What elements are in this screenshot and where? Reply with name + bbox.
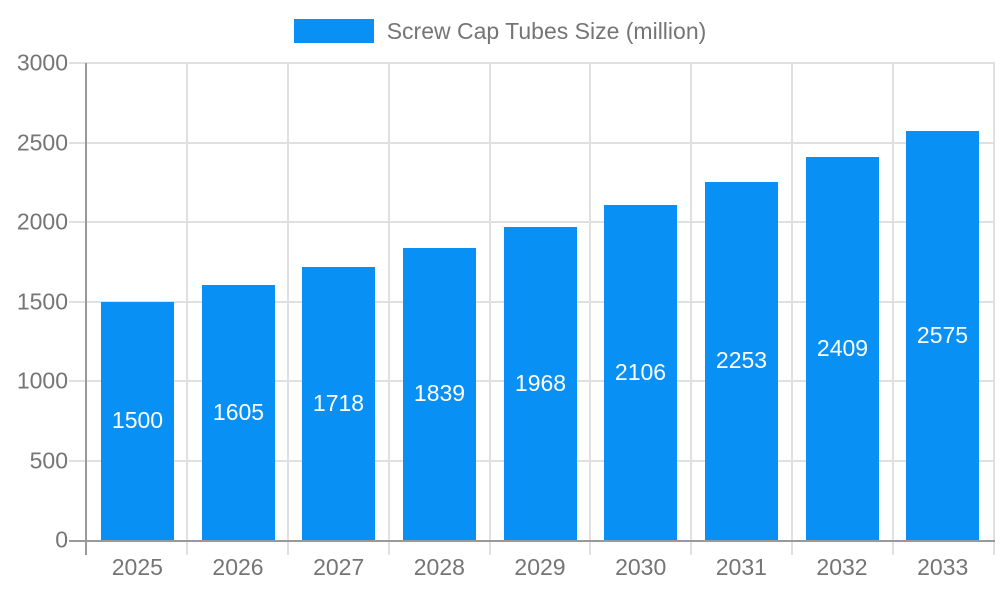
x-tick-label: 2029 (514, 554, 566, 580)
vertical-gridline (892, 63, 894, 555)
x-tick-label: 2030 (615, 554, 667, 580)
bar-value-label: 1968 (514, 370, 567, 397)
y-tick-label: 0 (55, 526, 68, 553)
horizontal-gridline (69, 141, 995, 144)
x-tick-label: 2026 (212, 554, 264, 580)
vertical-gridline (791, 63, 793, 555)
x-tick-label: 2028 (413, 554, 465, 580)
y-axis-labels: 0 500 1000 1500 2000 2500 3000 (0, 50, 68, 553)
vertical-gridline (589, 63, 591, 555)
bar[interactable]: 1968 (504, 227, 577, 540)
bar[interactable]: 2253 (705, 181, 778, 540)
x-axis-labels: 2025 2026 2027 2028 2029 2030 2031 2032 2033 (87, 554, 993, 594)
y-tick-label: 2500 (16, 129, 68, 155)
bar-value-label: 1718 (312, 389, 365, 416)
x-axis-line (69, 540, 995, 542)
bar-value-label: 2575 (916, 321, 969, 348)
horizontal-gridline (69, 62, 995, 64)
bar[interactable]: 1718 (302, 266, 375, 540)
x-tick-label: 2032 (816, 554, 868, 580)
x-tick-label: 2025 (111, 554, 163, 580)
legend[interactable]: Screw Cap Tubes Size (million) (0, 0, 1000, 62)
bar-value-label: 1605 (212, 398, 265, 425)
vertical-gridline (287, 63, 289, 555)
bar-value-label: 2106 (614, 359, 667, 386)
y-tick-label: 2000 (16, 208, 68, 235)
bar[interactable]: 2575 (906, 130, 979, 540)
bar-value-label: 1839 (413, 380, 466, 407)
y-axis-line (85, 63, 87, 555)
bar[interactable]: 1500 (101, 301, 174, 540)
y-tick-label: 1500 (16, 288, 68, 314)
bar[interactable]: 1839 (403, 247, 476, 540)
x-tick-label: 2027 (313, 554, 365, 580)
legend-swatch-icon (293, 19, 374, 43)
vertical-gridline (489, 63, 491, 555)
x-tick-label: 2031 (715, 554, 767, 580)
bar[interactable]: 2106 (604, 205, 677, 540)
bar[interactable]: 2409 (806, 156, 879, 540)
bar-value-label: 2409 (816, 334, 869, 361)
horizontal-gridline (69, 221, 995, 223)
vertical-gridline (186, 63, 188, 555)
vertical-gridline (993, 63, 995, 555)
y-tick-label: 500 (29, 447, 68, 473)
x-tick-label: 2033 (917, 554, 969, 580)
bar-value-label: 1500 (111, 407, 164, 434)
bar-value-label: 2253 (715, 347, 768, 374)
legend-label: Screw Cap Tubes Size (million) (386, 17, 707, 44)
y-tick-label: 1000 (16, 367, 68, 394)
vertical-gridline (388, 63, 390, 555)
bar[interactable]: 1605 (202, 284, 275, 540)
y-tick-label: 3000 (16, 49, 68, 76)
plot-area: 1500 1605 1718 1839 1968 2106 2253 2409 2575 (87, 63, 993, 540)
vertical-gridline (690, 63, 692, 555)
